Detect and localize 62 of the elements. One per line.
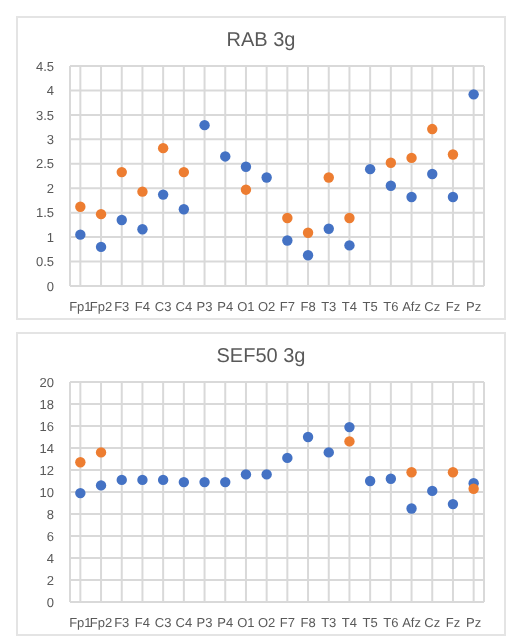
point	[406, 152, 417, 164]
point	[178, 476, 190, 488]
point	[344, 421, 355, 433]
point	[406, 191, 417, 203]
point	[261, 469, 272, 480]
point	[178, 166, 190, 178]
point	[75, 201, 86, 212]
point	[385, 157, 397, 168]
point	[468, 89, 479, 100]
point	[95, 208, 107, 220]
point	[137, 186, 148, 197]
point	[302, 431, 314, 443]
point	[427, 485, 438, 497]
point	[406, 503, 417, 514]
point	[447, 498, 459, 510]
point	[364, 475, 376, 487]
point	[95, 447, 107, 458]
point	[302, 227, 314, 238]
chart-title: SEF50 3g	[214, 344, 308, 372]
point	[116, 214, 127, 226]
point	[178, 204, 190, 215]
point	[447, 467, 459, 478]
point	[261, 172, 272, 183]
point	[240, 469, 252, 480]
point	[240, 161, 252, 172]
point	[364, 163, 376, 175]
point	[302, 250, 314, 261]
point	[282, 235, 293, 246]
point	[240, 184, 252, 195]
point	[323, 172, 334, 183]
point	[427, 168, 438, 180]
point	[282, 212, 293, 224]
point	[116, 474, 127, 486]
point	[137, 474, 148, 486]
point	[385, 473, 397, 484]
point	[95, 241, 107, 253]
point	[220, 476, 231, 488]
point	[447, 149, 459, 160]
point	[323, 223, 334, 234]
point	[344, 240, 355, 251]
point	[344, 436, 355, 447]
point	[199, 119, 210, 131]
point	[75, 487, 86, 499]
point	[385, 180, 397, 191]
point	[220, 151, 231, 162]
point	[282, 452, 293, 464]
point	[157, 189, 169, 200]
point	[137, 224, 148, 235]
point	[199, 476, 210, 488]
point	[468, 483, 479, 494]
point	[427, 123, 438, 135]
point	[95, 480, 107, 491]
point	[447, 191, 459, 203]
point	[75, 229, 86, 240]
point	[323, 447, 334, 458]
point	[157, 474, 169, 486]
point	[75, 457, 86, 468]
chart-title: RAB 3g	[224, 28, 298, 56]
point	[157, 142, 169, 154]
point	[344, 212, 355, 224]
point	[406, 467, 417, 478]
point	[116, 166, 127, 178]
